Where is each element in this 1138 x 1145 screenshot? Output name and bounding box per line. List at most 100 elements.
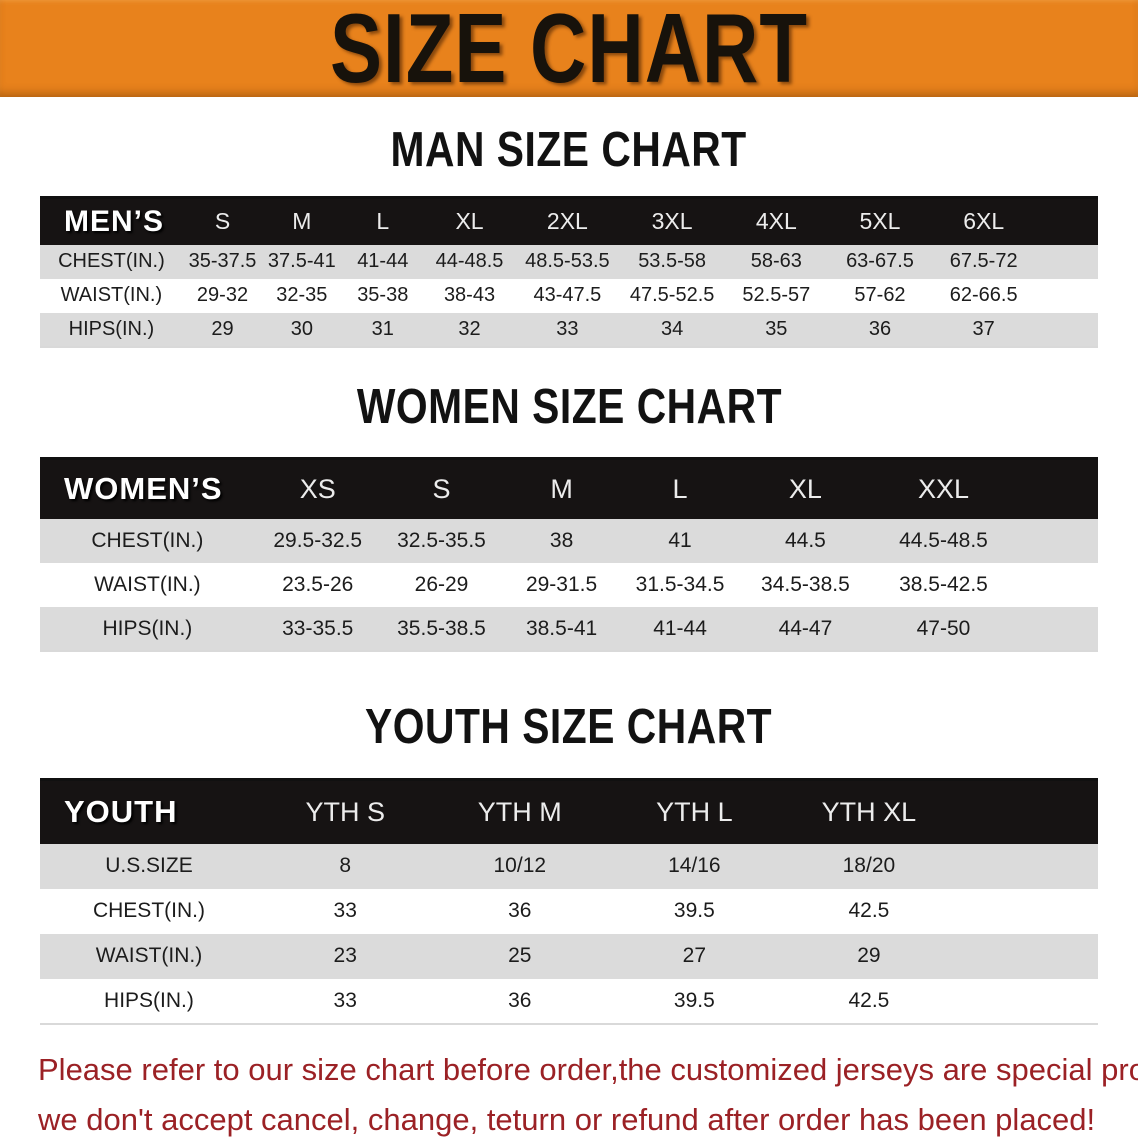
- row-label: CHEST(IN.): [40, 244, 183, 279]
- size-value-cell: 67.5-72: [931, 244, 1036, 279]
- row-label: WAIST(IN.): [40, 563, 255, 607]
- size-column-header: XL: [739, 458, 872, 519]
- size-value-cell: 37: [931, 312, 1036, 347]
- size-value-cell: 26-29: [380, 563, 503, 607]
- row-label: CHEST(IN.): [40, 888, 258, 934]
- size-table-header-row: YOUTH YTH S YTH M YTH L YTH XL: [40, 779, 1098, 844]
- size-value-cell: 33-35.5: [254, 607, 381, 651]
- size-value-cell: 43-47.5: [515, 278, 620, 313]
- size-value-cell: 8: [257, 843, 433, 889]
- size-value-cell: 30: [262, 312, 342, 347]
- size-value-cell: 44-48.5: [424, 244, 516, 279]
- size-value-cell: 38-43: [424, 278, 516, 313]
- size-column-header: XXL: [871, 458, 1016, 519]
- table-row: HIPS(IN.) 33 36 39.5 42.5: [40, 978, 1098, 1024]
- disclaimer-note: Please refer to our size chart before or…: [38, 1045, 1138, 1145]
- size-column-header: M: [502, 458, 621, 519]
- size-column-header: YTH M: [432, 779, 608, 844]
- size-column-header: L: [341, 197, 425, 245]
- size-value-cell: 29: [182, 312, 263, 347]
- size-value-cell: 35-38: [341, 278, 425, 313]
- size-value-cell: 32-35: [262, 278, 342, 313]
- table-row: WAIST(IN.) 29-32 32-35 35-38 38-43 43-47.5 47.…: [40, 278, 1098, 313]
- table-row: CHEST(IN.) 35-37.5 37.5-41 41-44 44-48.5 48.5…: [40, 244, 1098, 279]
- disclaimer-line-1: Please refer to our size chart before or…: [38, 1051, 1138, 1087]
- table-row: CHEST(IN.) 33 36 39.5 42.5: [40, 888, 1098, 934]
- size-column-header: S: [182, 197, 263, 245]
- women-size-chart-heading: WOMEN SIZE CHART: [0, 380, 1138, 434]
- size-value-cell: 33: [257, 888, 433, 934]
- size-value-cell: 44.5: [739, 519, 872, 563]
- size-value-cell: 36: [432, 978, 608, 1024]
- size-table-header-row: MEN’S S M L XL 2XL 3XL 4XL 5XL 6XL: [40, 197, 1098, 245]
- size-value-cell: 34.5-38.5: [739, 563, 872, 607]
- section-heading-text: YOUTH SIZE CHART: [365, 700, 773, 754]
- size-value-cell: 63-67.5: [828, 244, 932, 279]
- table-row: CHEST(IN.) 29.5-32.5 32.5-35.5 38 41 44.5 44.5…: [40, 519, 1098, 563]
- size-column-header: 4XL: [724, 197, 829, 245]
- size-column-header: S: [380, 458, 503, 519]
- man-size-chart-heading: MAN SIZE CHART: [0, 123, 1138, 177]
- size-value-cell: 23.5-26: [254, 563, 381, 607]
- row-label: CHEST(IN.): [40, 519, 255, 563]
- size-value-cell: 38: [502, 519, 621, 563]
- size-column-header: YTH XL: [781, 779, 957, 844]
- row-label: HIPS(IN.): [40, 607, 255, 651]
- size-value-cell: 42.5: [781, 888, 957, 934]
- man-size-chart-section: MAN SIZE CHART MEN’S S M L XL 2XL 3XL 4XL 5XL 6XL…: [0, 123, 1138, 348]
- section-heading-text: WOMEN SIZE CHART: [356, 379, 782, 434]
- spacer-cell: [956, 933, 1098, 979]
- size-value-cell: 27: [607, 933, 782, 979]
- size-value-cell: 48.5-53.5: [515, 244, 620, 279]
- size-value-cell: 33: [257, 978, 433, 1024]
- size-value-cell: 39.5: [607, 888, 782, 934]
- table-row: WAIST(IN.) 23.5-26 26-29 29-31.5 31.5-34.5 34…: [40, 563, 1098, 607]
- size-column-header: M: [262, 197, 342, 245]
- size-value-cell: 41-44: [620, 607, 740, 651]
- spacer-cell: [1015, 458, 1098, 519]
- table-row: HIPS(IN.) 29 30 31 32 33 34 35 36 37: [40, 312, 1098, 347]
- size-column-header: 6XL: [931, 197, 1036, 245]
- size-value-cell: 57-62: [828, 278, 932, 313]
- size-value-cell: 10/12: [432, 843, 608, 889]
- size-value-cell: 29: [781, 933, 957, 979]
- spacer-cell: [956, 978, 1098, 1024]
- size-value-cell: 44.5-48.5: [871, 519, 1016, 563]
- size-value-cell: 58-63: [724, 244, 829, 279]
- size-table-header-row: WOMEN’S XS S M L XL XXL: [40, 458, 1098, 519]
- row-label: U.S.SIZE: [40, 843, 258, 889]
- table-brand-label: MEN’S: [40, 197, 183, 245]
- size-value-cell: 35-37.5: [182, 244, 263, 279]
- size-value-cell: 38.5-42.5: [871, 563, 1016, 607]
- size-value-cell: 32: [424, 312, 516, 347]
- row-label: WAIST(IN.): [40, 278, 183, 313]
- spacer-cell: [956, 888, 1098, 934]
- size-column-header: 2XL: [515, 197, 620, 245]
- size-column-header: YTH S: [257, 779, 433, 844]
- spacer-cell: [1035, 312, 1098, 347]
- size-column-header: XS: [254, 458, 381, 519]
- youth-size-chart-section: YOUTH SIZE CHART YOUTH YTH S YTH M YTH L YTH…: [0, 700, 1138, 1025]
- size-value-cell: 42.5: [781, 978, 957, 1024]
- banner: SIZE CHART: [0, 0, 1138, 103]
- size-value-cell: 31: [341, 312, 425, 347]
- size-value-cell: 23: [257, 933, 433, 979]
- size-column-header: XL: [424, 197, 516, 245]
- size-value-cell: 39.5: [607, 978, 782, 1024]
- youth-size-chart-heading: YOUTH SIZE CHART: [0, 700, 1138, 754]
- size-value-cell: 47.5-52.5: [619, 278, 725, 313]
- size-value-cell: 29-31.5: [502, 563, 621, 607]
- disclaimer-line-2: we don't accept cancel, change, teturn o…: [38, 1101, 1096, 1137]
- table-row: WAIST(IN.) 23 25 27 29: [40, 933, 1098, 979]
- size-value-cell: 41: [620, 519, 740, 563]
- size-value-cell: 25: [432, 933, 608, 979]
- table-brand-label: YOUTH: [40, 779, 258, 844]
- section-heading-text: MAN SIZE CHART: [390, 123, 748, 177]
- size-value-cell: 18/20: [781, 843, 957, 889]
- size-column-header: L: [620, 458, 740, 519]
- size-value-cell: 62-66.5: [931, 278, 1036, 313]
- size-value-cell: 44-47: [739, 607, 872, 651]
- women-size-chart-section: WOMEN SIZE CHART WOMEN’S XS S M L XL XXL CHEST(…: [0, 380, 1138, 652]
- size-column-header: 3XL: [619, 197, 725, 245]
- row-label: HIPS(IN.): [40, 978, 258, 1024]
